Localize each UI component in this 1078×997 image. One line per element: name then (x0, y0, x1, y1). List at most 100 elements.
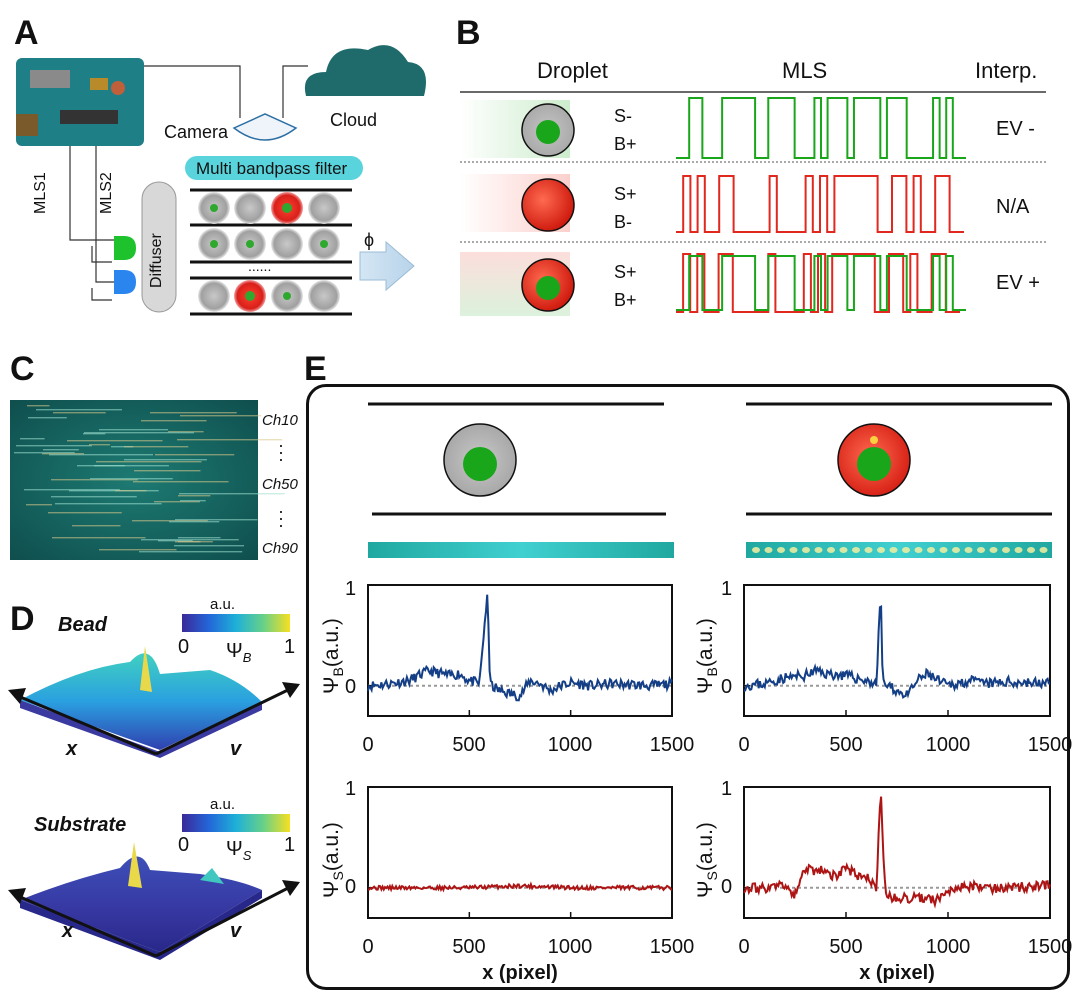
bead-cbar-max: 1 (284, 636, 296, 658)
ch90-label: Ch90 (262, 540, 298, 557)
xtick-a-3: 1500 (649, 734, 695, 756)
ytick-1-a: 1 (345, 578, 357, 600)
camera-label: Camera (164, 122, 229, 142)
ch10-label: Ch10 (262, 412, 298, 429)
xlabel-right: x (pixel) (859, 962, 935, 984)
ytick-1-b: 1 (721, 578, 733, 600)
diffuser-icon (141, 181, 177, 313)
xtick-c-2: 1000 (547, 936, 593, 958)
xtick-b-3: 1500 (1027, 734, 1073, 756)
sub-cbar-unit: a.u. (210, 796, 236, 813)
row3-interp: EV + (996, 272, 1040, 294)
mls-wave-row3-green (676, 255, 966, 311)
mls-wave-row2 (676, 175, 964, 233)
panel-b-diagram (460, 91, 1046, 316)
xtick-c-0: 0 (362, 936, 374, 958)
row3-s: S+ (614, 262, 637, 282)
xtick-c-1: 500 (452, 936, 486, 958)
pos-strip (746, 542, 1052, 558)
row2-interp: N/A (996, 196, 1030, 218)
sub-cbar-psi: ΨS (226, 838, 252, 863)
neg-strip (368, 542, 674, 558)
vdots-1: · · · (278, 435, 284, 469)
row1-interp: EV - (996, 118, 1035, 140)
plot-frame-1 (743, 584, 1051, 717)
panel-label-d: D (10, 600, 35, 638)
panel-label-a: A (14, 14, 39, 52)
ytick-0-b: 0 (721, 676, 733, 698)
flow-arrow-icon (359, 240, 415, 292)
plot-frame-2 (367, 786, 673, 919)
cloud-label: Cloud (330, 110, 378, 130)
panel-label-b: B (456, 14, 481, 52)
green-led-icon (114, 236, 136, 260)
row2-s: S+ (614, 184, 637, 204)
ch50-label: Ch50 (262, 476, 298, 493)
plot-frame-3 (743, 786, 1051, 919)
bead-colorbar (182, 614, 290, 632)
ylabel-b-right: ΨB(a.u.) (694, 618, 721, 694)
xtick-a-0: 0 (362, 734, 374, 756)
ytick-1-c: 1 (345, 778, 357, 800)
filter-label: Multi bandpass filter (196, 159, 348, 178)
sub-axis-x: x (62, 920, 74, 942)
bead-axis-x: x (66, 738, 78, 760)
bead-cbar-psi: ΨB (226, 640, 252, 665)
sub-axis-v: v (230, 920, 242, 942)
ylabel-s-right: ΨS(a.u.) (694, 822, 721, 898)
camera-lens-icon (232, 113, 298, 141)
substrate-title: Substrate (34, 814, 127, 836)
ytick-1-d: 1 (721, 778, 733, 800)
xtick-b-2: 1000 (925, 734, 971, 756)
phi-label: ϕ (364, 230, 375, 250)
row2-b: B- (614, 212, 632, 232)
panel-e-droplets (368, 402, 1052, 558)
mls-wave-row1 (676, 97, 966, 159)
substrate-surface (8, 842, 300, 960)
vdots-2: · · · (278, 501, 284, 535)
xtick-d-0: 0 (738, 936, 750, 958)
bead-title: Bead (58, 614, 107, 636)
col-droplet: Droplet (537, 58, 608, 83)
mls-signals (676, 97, 966, 313)
xtick-a-1: 500 (452, 734, 486, 756)
row3-b: B+ (614, 290, 637, 310)
bead-cbar-unit: a.u. (210, 596, 236, 613)
substrate-droplet-icon (521, 178, 575, 232)
bead-axis-v: v (230, 738, 242, 760)
panel-label-e: E (304, 350, 327, 388)
mls-wave-row3-red (676, 253, 960, 313)
channel-image (10, 400, 285, 560)
panel-e-frame (306, 384, 1070, 990)
xtick-b-1: 500 (829, 734, 863, 756)
channel-rows (190, 188, 352, 316)
ytick-0-a: 0 (345, 676, 357, 698)
substrate-colorbar (182, 814, 290, 832)
xtick-b-0: 0 (738, 734, 750, 756)
series-line-1 (743, 604, 1051, 699)
panel-label-c: C (10, 350, 35, 388)
sub-cbar-min: 0 (178, 834, 190, 856)
ytick-0-d: 0 (721, 876, 733, 898)
dots-label: ...... (248, 258, 272, 274)
sub-cbar-max: 1 (284, 834, 296, 856)
xtick-d-2: 1000 (925, 936, 971, 958)
blue-led-icon (114, 270, 136, 294)
cloud-icon (304, 45, 426, 96)
col-interp: Interp. (975, 58, 1038, 83)
xtick-d-1: 500 (829, 936, 863, 958)
xtick-d-3: 1500 (1027, 936, 1073, 958)
plot-frame-0 (367, 584, 673, 717)
xlabel-left: x (pixel) (482, 962, 558, 984)
row1-b: B+ (614, 134, 637, 154)
ylabel-s-left: ΨS(a.u.) (320, 822, 347, 898)
ytick-0-c: 0 (345, 876, 357, 898)
series-line-3 (743, 796, 1051, 909)
droplets (198, 192, 340, 312)
series-line-0 (367, 594, 673, 702)
filter-icon (185, 156, 363, 180)
xtick-c-3: 1500 (649, 936, 695, 958)
series-line-2 (367, 881, 673, 893)
